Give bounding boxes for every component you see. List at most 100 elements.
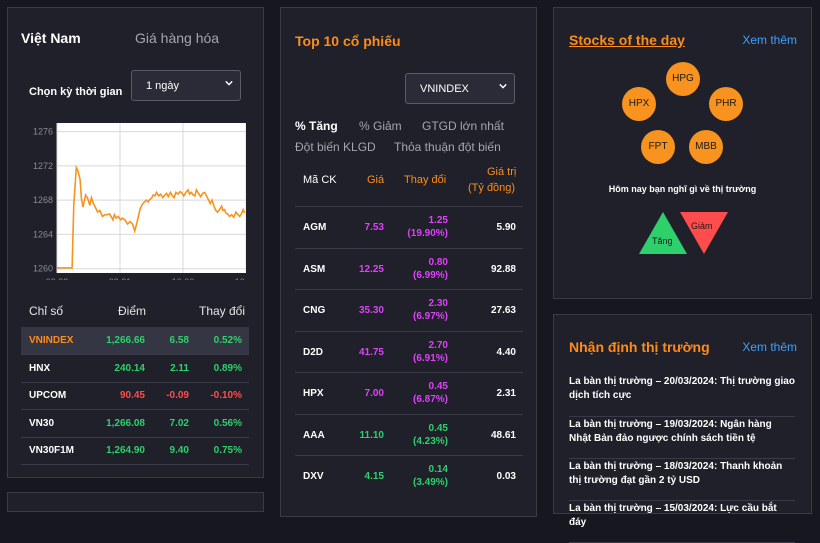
stock-change-pct: (6.91%) <box>412 352 448 364</box>
col-header-index: Chỉ số <box>29 304 64 318</box>
col-header-change: Thay đổi <box>404 174 447 186</box>
stocks-of-day-panel: Stocks of the day Xem thêm HPG HPX PHR F… <box>553 7 812 299</box>
stock-change: 0.45 (6.87%) <box>413 380 448 406</box>
chart-series-line <box>57 164 246 269</box>
stock-change: 0.80 (6.99%) <box>413 256 448 282</box>
index-row[interactable]: VNINDEX 1,266.66 6.58 0.52% <box>21 327 249 355</box>
filter-top-value[interactable]: GTGD lớn nhất <box>422 119 504 133</box>
vote-down-button[interactable]: Giảm <box>679 211 729 260</box>
chart-x-tick-label: 09:31 <box>109 277 132 280</box>
stock-row[interactable]: D2D 41.75 2.70 (6.91%) 4.40 <box>295 330 523 373</box>
chart-y-tick-label: 1264 <box>33 229 53 239</box>
ticker-bubble-hpx[interactable]: HPX <box>622 87 656 121</box>
chart-x-tick-label: 10:36 <box>235 277 246 280</box>
chart-y-tick-label: 1272 <box>33 161 53 171</box>
stock-code: CNG <box>303 305 326 316</box>
index-points: 90.45 <box>119 390 145 401</box>
index-name: HNX <box>29 362 51 374</box>
stock-value: 4.40 <box>496 346 516 358</box>
stock-row[interactable]: AGM 7.53 1.25 (19.90%) 5.90 <box>295 206 523 248</box>
tab-vietnam[interactable]: Việt Nam <box>21 30 81 46</box>
stock-value: 27.63 <box>490 305 516 316</box>
stock-price: 7.00 <box>364 388 384 399</box>
stock-row[interactable]: ASM 12.25 0.80 (6.99%) 92.88 <box>295 247 523 290</box>
index-row[interactable]: HNX 240.14 2.11 0.89% <box>21 355 249 383</box>
index-pct: 0.52% <box>213 335 242 346</box>
col-header-price: Giá <box>367 174 385 186</box>
stock-code: DXV <box>303 471 324 482</box>
stock-row[interactable]: AAA 11.10 0.45 (4.23%) 48.61 <box>295 413 523 456</box>
period-select[interactable]: 1 ngày <box>131 70 241 101</box>
triangle-up-icon <box>639 212 687 254</box>
stock-price: 41.75 <box>358 346 384 358</box>
stock-change-value: 0.45 <box>428 422 448 434</box>
stock-change-value: 0.45 <box>428 381 448 392</box>
index-points: 1,266.08 <box>106 417 145 429</box>
stock-value: 48.61 <box>490 429 516 441</box>
stock-change: 2.30 (6.97%) <box>413 297 448 323</box>
tab-commodity-prices[interactable]: Giá hàng hóa <box>135 30 220 46</box>
stock-change-value: 0.14 <box>428 464 448 475</box>
vote-down-label: Giảm <box>691 221 713 231</box>
col-header-points: Điểm <box>118 304 147 318</box>
top10-panel: Top 10 cổ phiếu VNINDEX % Tăng % Giảm GT… <box>280 7 537 517</box>
stock-row[interactable]: DXV 4.15 0.14 (3.49%) 0.03 <box>295 455 523 497</box>
vote-up-button[interactable]: Tăng <box>638 211 688 260</box>
news-item[interactable]: La bàn thị trường – 15/03/2024: Lực cầu … <box>569 501 795 543</box>
news-item[interactable]: La bàn thị trường – 19/03/2024: Ngân hàn… <box>569 417 795 459</box>
ticker-bubble-hpg[interactable]: HPG <box>666 62 700 96</box>
exchange-select[interactable]: VNINDEX <box>405 73 515 104</box>
index-change: 2.11 <box>170 362 189 374</box>
stock-code: AAA <box>303 429 325 441</box>
index-name: VN30F1M <box>29 445 75 456</box>
stock-change-value: 2.70 <box>428 339 448 351</box>
index-change: -0.09 <box>166 390 189 401</box>
see-more-link[interactable]: Xem thêm <box>742 33 797 47</box>
ticker-bubble-fpt[interactable]: FPT <box>641 130 675 164</box>
stock-row[interactable]: HPX 7.00 0.45 (6.87%) 2.31 <box>295 372 523 414</box>
ticker-bubble-phr[interactable]: PHR <box>709 87 743 121</box>
chart-x-tick-label: 09:02 <box>46 277 69 280</box>
index-pct: 0.56% <box>213 417 242 429</box>
ticker-bubble-mbb[interactable]: MBB <box>689 130 723 164</box>
index-points: 1,266.66 <box>106 335 145 346</box>
index-row[interactable]: VN30 1,266.08 7.02 0.56% <box>21 410 249 438</box>
stock-change: 0.45 (4.23%) <box>413 422 448 448</box>
stock-change-pct: (6.87%) <box>412 394 448 405</box>
vote-up-label: Tăng <box>652 236 673 246</box>
stock-price: 7.53 <box>364 222 384 233</box>
index-pct: 0.89% <box>213 362 242 374</box>
stock-change-pct: (6.99%) <box>412 269 448 281</box>
stock-change-pct: (19.90%) <box>407 228 448 239</box>
index-row[interactable]: VN30F1M 1,264.90 9.40 0.75% <box>21 437 249 465</box>
index-name: UPCOM <box>29 390 67 401</box>
stocks-of-day-title[interactable]: Stocks of the day <box>569 32 685 48</box>
index-line-chart: 1276 1272 1268 1264 1260 09:02 09:31 10:00 10:36 <box>33 123 257 287</box>
filter-pct-up[interactable]: % Tăng <box>295 119 338 133</box>
stock-row[interactable]: CNG 35.30 2.30 (6.97%) 27.63 <box>295 289 523 331</box>
stock-value: 0.03 <box>496 471 516 482</box>
filter-pct-down[interactable]: % Giảm <box>359 119 402 133</box>
news-item[interactable]: La bàn thị trường – 18/03/2024: Thanh kh… <box>569 459 795 501</box>
period-select-value: 1 ngày <box>146 80 180 92</box>
col-header-change: Thay đổi <box>199 304 246 318</box>
index-row[interactable]: UPCOM 90.45 -0.09 -0.10% <box>21 382 249 410</box>
secondary-panel <box>7 492 264 512</box>
index-name: VN30 <box>29 417 55 429</box>
stock-price: 35.30 <box>358 305 384 316</box>
news-item[interactable]: La bàn thị trường – 20/03/2024: Thị trườ… <box>569 375 795 417</box>
see-more-link[interactable]: Xem thêm <box>742 340 797 354</box>
chart-y-tick-label: 1260 <box>33 264 53 274</box>
sentiment-question: Hôm nay bạn nghĩ gì về thị trường <box>608 184 757 194</box>
filter-deal-spike[interactable]: Thỏa thuận đột biến <box>394 140 501 154</box>
exchange-select-value: VNINDEX <box>420 83 469 95</box>
index-pct: -0.10% <box>210 390 242 401</box>
chart-x-tick-label: 10:00 <box>172 277 195 280</box>
filter-volume-spike[interactable]: Đột biến KLGD <box>295 140 376 154</box>
period-label: Chọn kỳ thời gian <box>29 86 123 98</box>
index-chart: 1276 1272 1268 1264 1260 09:02 09:31 10:00 10:36 <box>21 115 257 287</box>
chevron-down-icon <box>225 80 233 86</box>
stock-code: AGM <box>303 222 327 233</box>
index-change: 9.40 <box>169 445 189 456</box>
stock-change-pct: (4.23%) <box>412 435 448 447</box>
